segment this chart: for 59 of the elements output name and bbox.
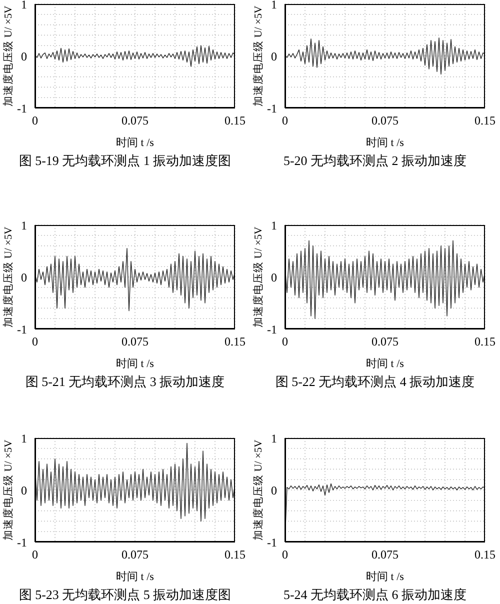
y-tick-label: -1 (267, 322, 277, 336)
x-tick-label: 0.075 (372, 114, 398, 128)
y-tick-label: 0 (271, 270, 277, 284)
x-tick-label: 0.15 (474, 548, 496, 562)
text: 图 5-23 无均载环测点 5 振动加速度图 (18, 586, 232, 604)
x-tick-label: 0.075 (372, 548, 398, 562)
y-tick-label: -1 (17, 322, 27, 336)
line-series (285, 37, 485, 75)
x-tick-label: 0 (282, 334, 288, 349)
x-tick-label: 0 (32, 548, 38, 562)
y-tick-label: 0 (21, 49, 27, 64)
line-series (35, 442, 235, 522)
y-tick-label: 1 (271, 218, 277, 232)
line-series (35, 45, 235, 67)
x-axis-title: 时间 t /s (366, 357, 404, 370)
y-axis-title: 加速度电压级 U/ ×5V (252, 226, 265, 328)
x-tick-label: 0.15 (474, 334, 496, 349)
x-tick-label: 0 (282, 114, 288, 128)
x-axis-title: 时间 t /s (366, 570, 404, 583)
text: 5-20 无均载环测点 2 振动加速度 (282, 152, 468, 170)
y-axis-title: 加速度电压级 U/ ×5V (2, 5, 15, 106)
y-tick-label: 0 (271, 483, 277, 498)
x-tick-label: 0.075 (372, 334, 398, 349)
y-axis-title: 加速度电压级 U/ ×5V (2, 226, 15, 328)
x-tick-label: 0 (282, 548, 288, 562)
x-axis-title: 时间 t /s (366, 136, 404, 149)
x-tick-label: 0.075 (122, 334, 148, 349)
text: 图 5-19 无均载环测点 1 振动加速度图 (18, 152, 232, 170)
y-tick-label: 0 (271, 49, 277, 64)
x-axis-title: 时间 t /s (116, 357, 154, 370)
y-tick-label: -1 (267, 535, 277, 550)
text: 5-24 无均载环测点 6 振动加速度 (282, 586, 468, 604)
x-axis-title: 时间 t /s (116, 136, 154, 149)
x-tick-label: 0.15 (224, 114, 246, 128)
text: 图 5-21 无均载环测点 3 振动加速度 (24, 373, 226, 391)
x-tick-label: 0 (32, 114, 38, 128)
x-tick-label: 0.075 (122, 548, 148, 562)
y-tick-label: 1 (21, 431, 27, 446)
text: 图 5-22 无均载环测点 4 振动加速度 (274, 373, 476, 391)
x-axis-title: 时间 t /s (116, 570, 154, 583)
y-axis-title: 加速度电压级 U/ ×5V (252, 439, 265, 540)
y-tick-label: 1 (21, 218, 27, 232)
y-axis-title: 加速度电压级 U/ ×5V (2, 439, 15, 540)
y-tick-label: 1 (271, 431, 277, 446)
y-tick-label: 1 (21, 0, 27, 12)
x-tick-label: 0 (32, 334, 38, 349)
y-tick-label: 0 (21, 270, 27, 284)
x-tick-label: 0.075 (122, 114, 148, 128)
x-tick-label: 0.15 (474, 114, 496, 128)
x-tick-label: 0.15 (224, 548, 246, 562)
y-tick-label: -1 (17, 101, 27, 116)
line-series (285, 240, 485, 319)
y-tick-label: 1 (271, 0, 277, 12)
y-axis-title: 加速度电压级 U/ ×5V (252, 5, 265, 106)
y-tick-label: 0 (21, 483, 27, 498)
y-tick-label: -1 (17, 535, 27, 550)
y-tick-label: -1 (267, 101, 277, 116)
line-series (35, 248, 235, 312)
x-tick-label: 0.15 (224, 334, 246, 349)
